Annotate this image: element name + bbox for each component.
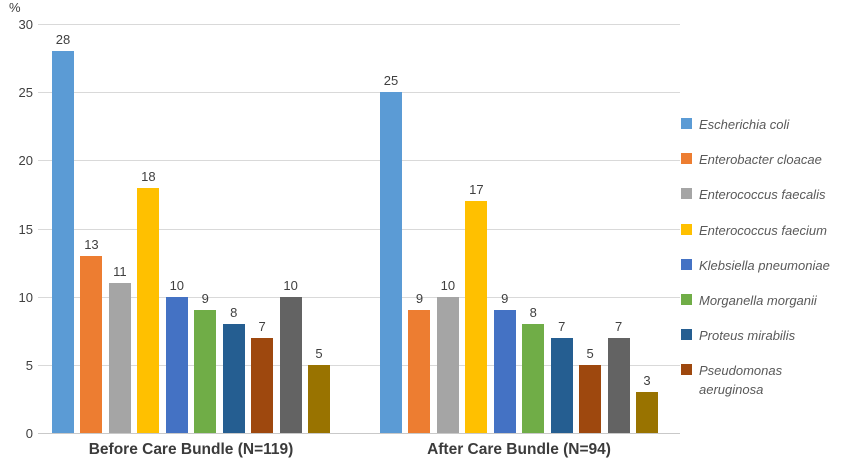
y-tick-label: 15 xyxy=(18,221,33,237)
bar xyxy=(108,283,131,433)
bar xyxy=(222,323,245,433)
category-label: Before Care Bundle (N=119) xyxy=(88,441,294,458)
legend-label: Escherichia coli xyxy=(699,117,790,132)
bar-value-label: 3 xyxy=(643,373,651,389)
gridline xyxy=(38,24,680,25)
bar-value-label: 9 xyxy=(201,291,209,307)
bar-value-label: 9 xyxy=(415,291,424,307)
y-tick-label: 30 xyxy=(18,17,33,32)
legend-item: Klebsiella pneumoniae xyxy=(681,257,841,292)
category-label: After Care Bundle (N=94) xyxy=(427,441,611,458)
legend-item: Morganella morganii xyxy=(681,292,841,327)
bar xyxy=(251,337,274,433)
bar xyxy=(465,201,488,433)
bar-value-label: 8 xyxy=(529,304,537,320)
legend-swatch-icon xyxy=(681,118,692,129)
bar-value-label: 7 xyxy=(258,318,266,334)
legend-item: Enterococcus faecium xyxy=(681,222,841,257)
gridline xyxy=(38,160,680,162)
legend-label: Klebsiella pneumoniae xyxy=(699,257,830,273)
legend-swatch-icon xyxy=(681,153,692,165)
legend-swatch-icon xyxy=(681,188,692,200)
bar-value-label: 5 xyxy=(315,345,323,361)
bar xyxy=(137,187,160,433)
bar-value-label: 28 xyxy=(55,32,71,48)
x-axis-line xyxy=(38,433,680,434)
gridline xyxy=(38,364,680,366)
legend-swatch-icon xyxy=(681,293,692,305)
y-tick-label: 20 xyxy=(18,153,33,169)
bar xyxy=(408,310,431,433)
gridline xyxy=(38,228,680,230)
bar-value-label: 7 xyxy=(614,318,623,334)
gridline xyxy=(38,296,680,298)
y-tick-label: 25 xyxy=(18,85,33,101)
bar-value-label: 13 xyxy=(84,236,99,252)
bar xyxy=(607,337,630,433)
legend-swatch-icon xyxy=(681,258,692,270)
bar-value-label: 9 xyxy=(501,291,509,307)
legend-label: Morganella morganii xyxy=(699,292,817,308)
legend-item: Escherichia coli xyxy=(681,116,841,151)
bar xyxy=(52,51,74,433)
bar-value-label: 10 xyxy=(440,277,456,293)
legend-label: Enterobacter cloacae xyxy=(699,152,822,168)
legend-label: Enterococcus faecium xyxy=(699,222,827,238)
legend-item: Proteus mirabilis xyxy=(681,327,841,362)
gridline xyxy=(38,92,680,94)
legend-swatch-icon xyxy=(681,364,692,376)
bar-value-label: 18 xyxy=(141,168,156,184)
bar xyxy=(279,296,302,433)
y-axis-unit-label: % xyxy=(9,0,21,15)
y-tick-label: 0 xyxy=(25,426,33,441)
legend-swatch-icon xyxy=(681,223,692,235)
bar xyxy=(579,364,602,433)
bar xyxy=(165,296,188,433)
bar xyxy=(493,310,516,433)
bar-value-label: 11 xyxy=(113,264,127,280)
legend-swatch-icon xyxy=(681,329,692,341)
bar xyxy=(194,310,217,433)
bar-value-label: 25 xyxy=(383,73,399,89)
bar xyxy=(636,392,659,433)
bar xyxy=(80,255,103,433)
bar-value-label: 7 xyxy=(558,318,566,334)
legend-label: Pseudomonas aeruginosa xyxy=(699,363,783,398)
legend-label: Proteus mirabilis xyxy=(699,328,796,344)
legend-item: Enterobacter cloacae xyxy=(681,151,841,186)
legend: Escherichia coli Enterobacter cloacae Ente… xyxy=(681,116,841,400)
bar xyxy=(436,296,459,433)
bar xyxy=(522,323,545,433)
bar-value-label: 8 xyxy=(230,304,238,320)
bar xyxy=(550,337,573,433)
legend-item: Pseudomonas aeruginosa xyxy=(681,362,841,400)
legend-label: Enterococcus faecalis xyxy=(699,187,826,203)
bar xyxy=(380,92,402,433)
legend-item: Enterococcus faecalis xyxy=(681,186,841,221)
bar xyxy=(308,364,331,433)
y-tick-label: 5 xyxy=(25,357,33,373)
bar-value-label: 10 xyxy=(283,277,298,293)
bar-value-label: 17 xyxy=(469,182,484,198)
y-tick-label: 10 xyxy=(18,289,33,305)
bar-value-label: 5 xyxy=(586,345,594,361)
bar-value-label: 10 xyxy=(169,277,185,293)
